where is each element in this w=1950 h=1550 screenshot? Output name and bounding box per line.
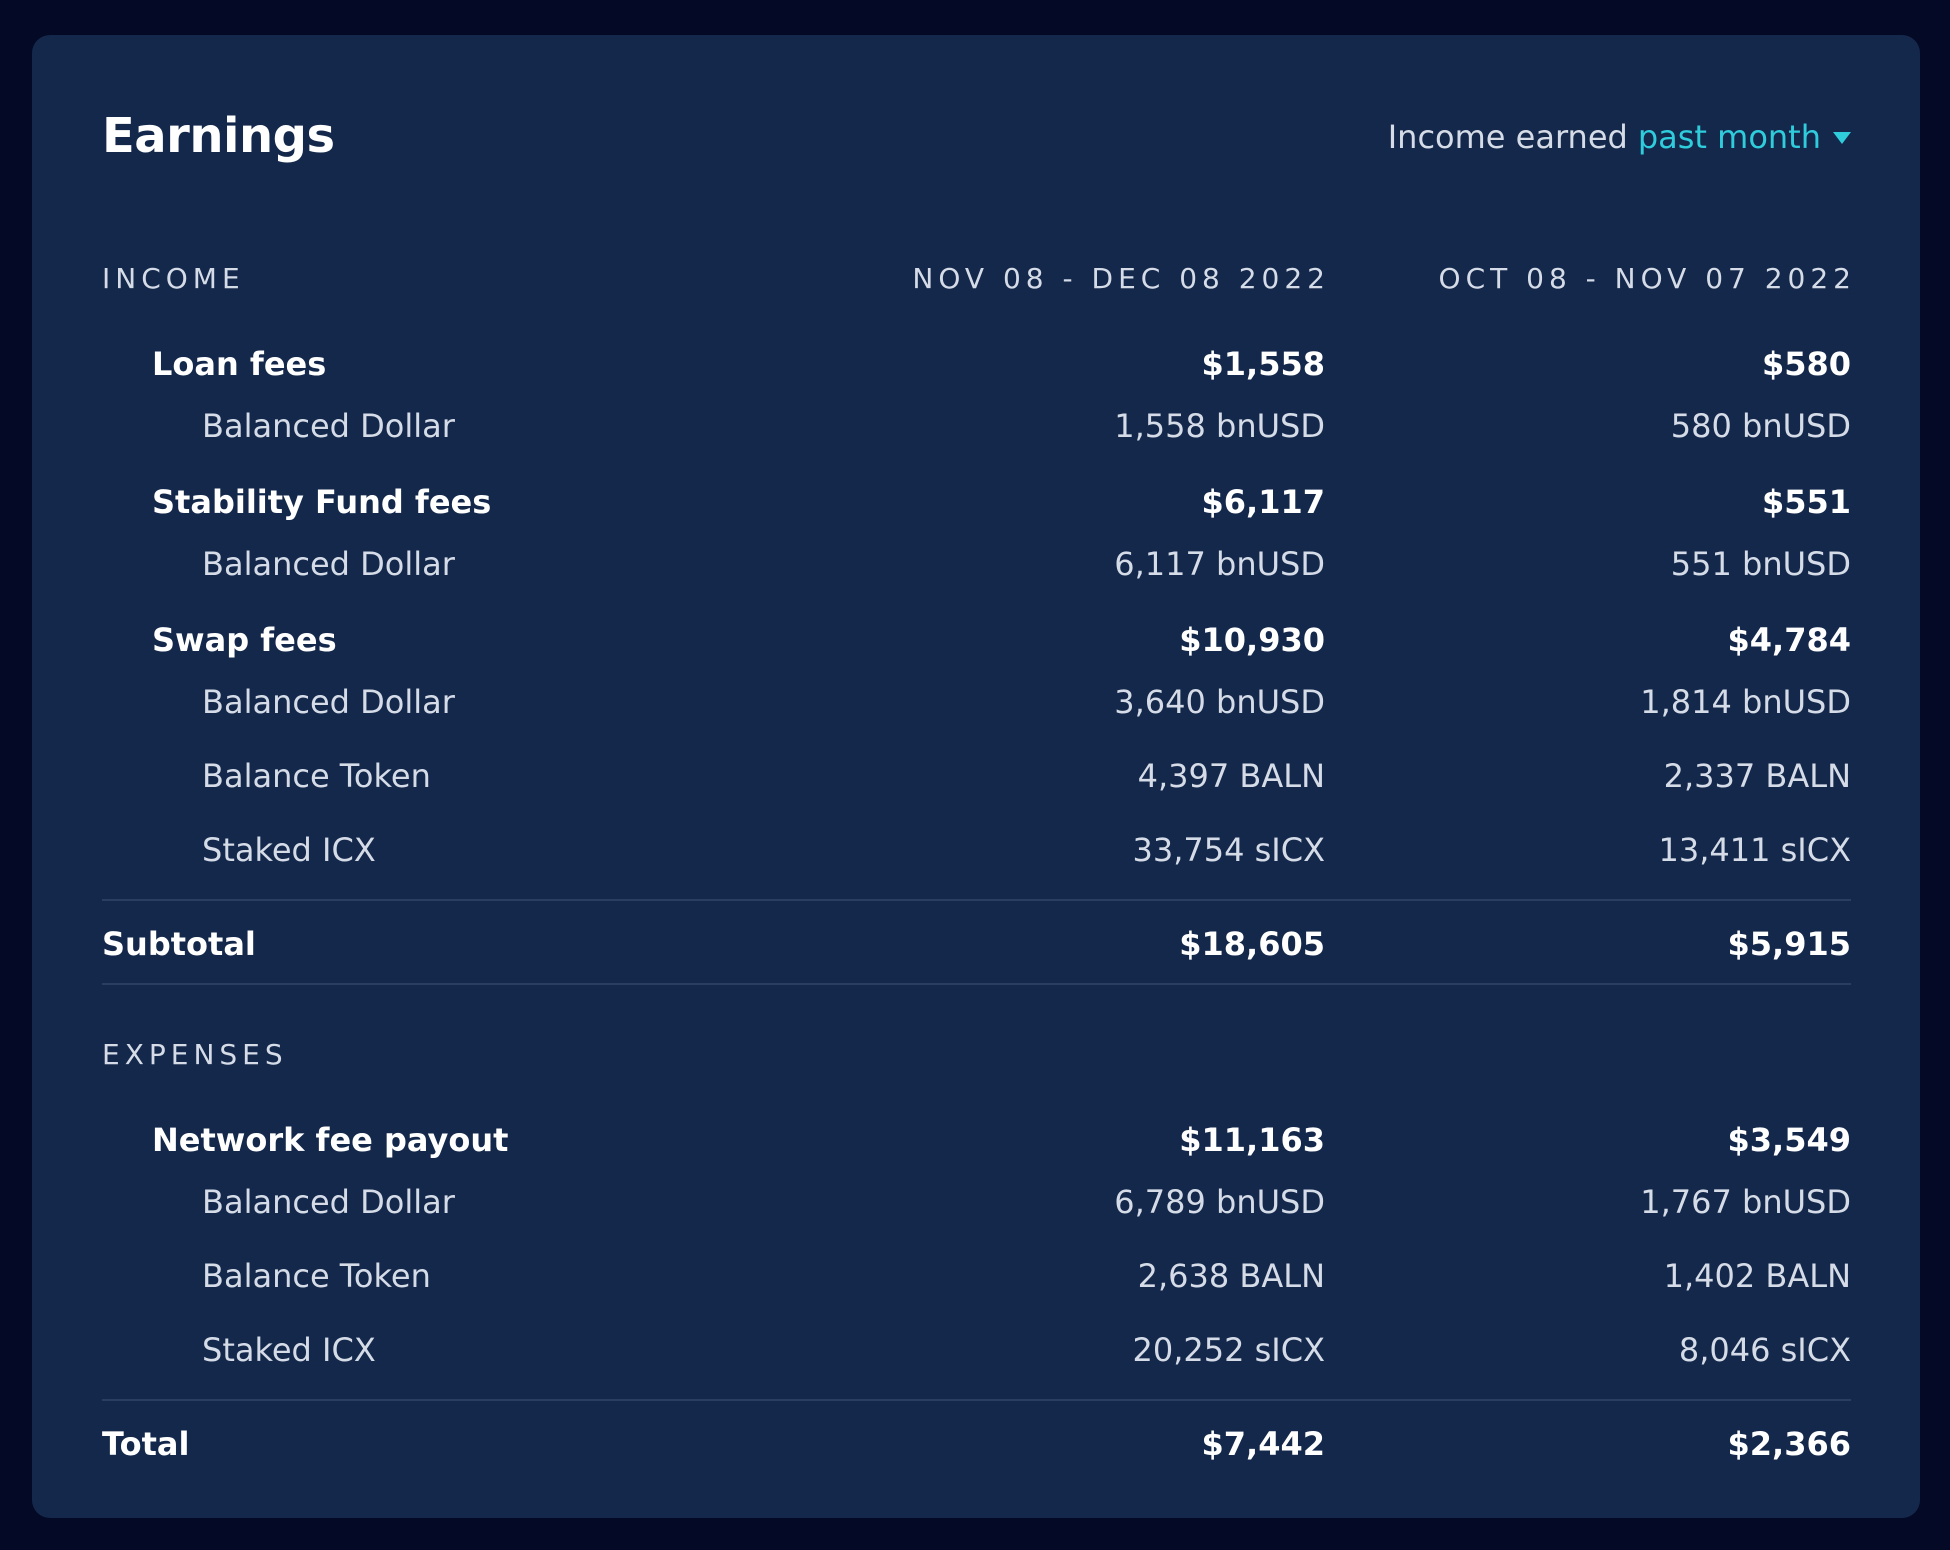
item-label: Balanced Dollar <box>202 407 455 445</box>
group-current-value: $11,163 <box>1179 1121 1325 1159</box>
item-label: Balance Token <box>202 757 431 795</box>
item-label: Balanced Dollar <box>202 1183 455 1221</box>
item-previous-value: 580 bnUSD <box>1670 407 1851 445</box>
total-row: Total $7,442 $2,366 <box>102 1419 1851 1469</box>
item-current-value: 2,638 BALN <box>1137 1257 1325 1295</box>
income-group-row: Swap fees $10,930 $4,784 <box>102 615 1851 665</box>
item-current-value: 6,789 bnUSD <box>1114 1183 1325 1221</box>
item-previous-value: 13,411 sICX <box>1658 831 1851 869</box>
divider <box>102 899 1851 901</box>
expenses-heading: EXPENSES <box>102 1038 288 1071</box>
item-label: Balanced Dollar <box>202 683 455 721</box>
period-prefix-label: Income earned <box>1387 118 1628 156</box>
item-label: Staked ICX <box>202 831 376 869</box>
item-label: Staked ICX <box>202 1331 376 1369</box>
item-current-value: 33,754 sICX <box>1132 831 1325 869</box>
total-current-value: $7,442 <box>1201 1425 1325 1463</box>
expense-group-row: Network fee payout $11,163 $3,549 <box>102 1115 1851 1165</box>
item-current-value: 4,397 BALN <box>1137 757 1325 795</box>
divider <box>102 1399 1851 1401</box>
caret-down-icon[interactable] <box>1833 132 1851 144</box>
page-title: Earnings <box>102 108 335 164</box>
item-current-value: 20,252 sICX <box>1132 1331 1325 1369</box>
income-item-row: Balanced Dollar 6,117 bnUSD 551 bnUSD <box>102 539 1851 589</box>
expense-item-row: Balance Token 2,638 BALN 1,402 BALN <box>102 1251 1851 1301</box>
income-item-row: Balance Token 4,397 BALN 2,337 BALN <box>102 751 1851 801</box>
item-label: Balanced Dollar <box>202 545 455 583</box>
subtotal-row: Subtotal $18,605 $5,915 <box>102 919 1851 969</box>
period-selected-value[interactable]: past month <box>1637 118 1821 156</box>
income-header-row: INCOME NOV 08 - DEC 08 2022 OCT 08 - NOV… <box>102 254 1851 304</box>
item-previous-value: 1,402 BALN <box>1663 1257 1851 1295</box>
earnings-content: Earnings Income earned past month INCOME… <box>102 35 1851 1518</box>
group-current-value: $1,558 <box>1201 345 1325 383</box>
divider <box>102 983 1851 985</box>
item-current-value: 3,640 bnUSD <box>1114 683 1325 721</box>
group-previous-value: $3,549 <box>1727 1121 1851 1159</box>
group-label: Swap fees <box>152 621 337 659</box>
expense-item-row: Balanced Dollar 6,789 bnUSD 1,767 bnUSD <box>102 1177 1851 1227</box>
income-heading: INCOME <box>102 262 245 295</box>
group-current-value: $10,930 <box>1179 621 1325 659</box>
item-previous-value: 8,046 sICX <box>1678 1331 1851 1369</box>
group-label: Stability Fund fees <box>152 483 492 521</box>
expenses-header-row: EXPENSES <box>102 1030 1851 1080</box>
item-previous-value: 2,337 BALN <box>1663 757 1851 795</box>
group-previous-value: $551 <box>1761 483 1851 521</box>
item-current-value: 6,117 bnUSD <box>1114 545 1325 583</box>
group-label: Loan fees <box>152 345 327 383</box>
income-group-row: Loan fees $1,558 $580 <box>102 339 1851 389</box>
item-previous-value: 551 bnUSD <box>1670 545 1851 583</box>
group-previous-value: $580 <box>1761 345 1851 383</box>
group-previous-value: $4,784 <box>1727 621 1851 659</box>
income-item-row: Balanced Dollar 3,640 bnUSD 1,814 bnUSD <box>102 677 1851 727</box>
item-current-value: 1,558 bnUSD <box>1114 407 1325 445</box>
subtotal-current-value: $18,605 <box>1179 925 1325 963</box>
subtotal-previous-value: $5,915 <box>1727 925 1851 963</box>
group-label: Network fee payout <box>152 1121 509 1159</box>
subtotal-label: Subtotal <box>102 925 256 963</box>
group-current-value: $6,117 <box>1201 483 1325 521</box>
expense-item-row: Staked ICX 20,252 sICX 8,046 sICX <box>102 1325 1851 1375</box>
item-previous-value: 1,767 bnUSD <box>1640 1183 1851 1221</box>
item-label: Balance Token <box>202 1257 431 1295</box>
total-label: Total <box>102 1425 190 1463</box>
income-item-row: Balanced Dollar 1,558 bnUSD 580 bnUSD <box>102 401 1851 451</box>
income-group-row: Stability Fund fees $6,117 $551 <box>102 477 1851 527</box>
earnings-card: Earnings Income earned past month INCOME… <box>32 35 1920 1518</box>
period-dropdown[interactable]: Income earned past month <box>1388 121 1851 153</box>
income-item-row: Staked ICX 33,754 sICX 13,411 sICX <box>102 825 1851 875</box>
total-previous-value: $2,366 <box>1727 1425 1851 1463</box>
previous-period-heading: OCT 08 - NOV 07 2022 <box>1438 262 1856 295</box>
current-period-heading: NOV 08 - DEC 08 2022 <box>912 262 1330 295</box>
item-previous-value: 1,814 bnUSD <box>1640 683 1851 721</box>
